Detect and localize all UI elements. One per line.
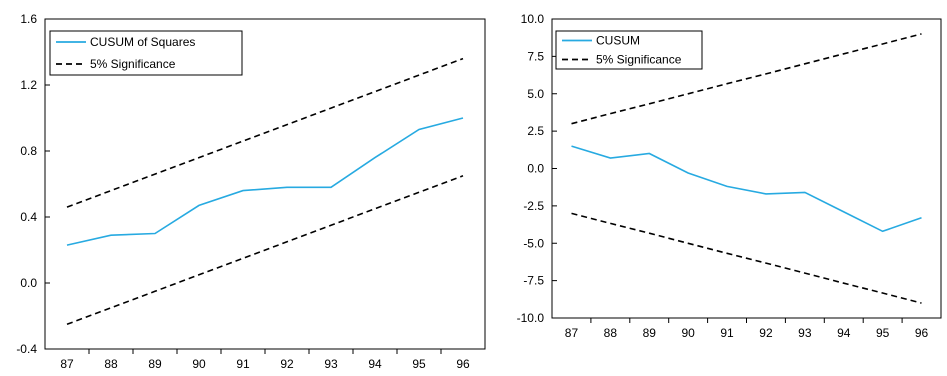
x-tick-label: 89 [643,326,657,340]
x-tick-label: 88 [604,326,618,340]
y-tick-label: -10.0 [517,311,545,325]
y-tick-label: 0.0 [20,276,37,290]
lower-significance-line [571,212,922,304]
legend-label: 5% Significance [90,57,176,71]
y-tick-label: -0.4 [16,342,37,356]
cusum-series-line [66,117,464,246]
legend-label: CUSUM of Squares [90,35,195,49]
x-tick-label: 96 [915,326,929,340]
x-tick-label: 93 [324,357,338,371]
legend-label: CUSUM [596,34,640,48]
cusum-series-line [571,145,922,233]
x-tick-label: 95 [412,357,426,371]
x-tick-label: 88 [104,357,118,371]
x-tick-label: 87 [565,326,579,340]
y-tick-label: -7.5 [523,274,544,288]
cusum-of-squares-chart: 1.6 1.2 0.8 0.4 0.0 -0.4 87 88 89 90 91 92 93 94 95 96 C… [16,12,486,371]
y-tick-label: -5.0 [523,236,544,250]
cusum-chart: 10.0 7.5 5.0 2.5 0.0 -2.5 -5.0 -7.5 -10.0 87 88 89 9… [517,12,942,340]
x-tick-label: 94 [368,357,382,371]
x-tick-label: 96 [456,357,470,371]
x-tick-label: 90 [681,326,695,340]
y-tick-label: 7.5 [527,49,544,63]
x-tick-label: 87 [60,357,74,371]
x-tick-label: 95 [876,326,890,340]
x-tick-label: 93 [798,326,812,340]
y-tick-label: 5.0 [527,87,544,101]
y-tick-label: 10.0 [521,12,545,26]
x-tick-label: 91 [720,326,734,340]
x-tick-label: 92 [759,326,773,340]
y-tick-label: 0.8 [20,144,37,158]
y-tick-label: 1.6 [20,12,37,26]
upper-significance-line [571,33,922,125]
y-tick-label: 2.5 [527,124,544,138]
upper-significance-line [66,57,464,208]
y-tick-label: 0.0 [527,162,544,176]
y-tick-label: 1.2 [20,78,37,92]
x-tick-label: 91 [236,357,250,371]
lower-significance-line [66,175,464,326]
legend-box [555,30,703,70]
x-tick-label: 89 [148,357,162,371]
x-tick-label: 94 [837,326,851,340]
legend-label: 5% Significance [596,53,682,67]
y-tick-label: -2.5 [523,199,544,213]
x-tick-label: 90 [192,357,206,371]
x-tick-label: 92 [280,357,294,371]
legend-box [49,30,243,76]
y-tick-label: 0.4 [20,210,37,224]
